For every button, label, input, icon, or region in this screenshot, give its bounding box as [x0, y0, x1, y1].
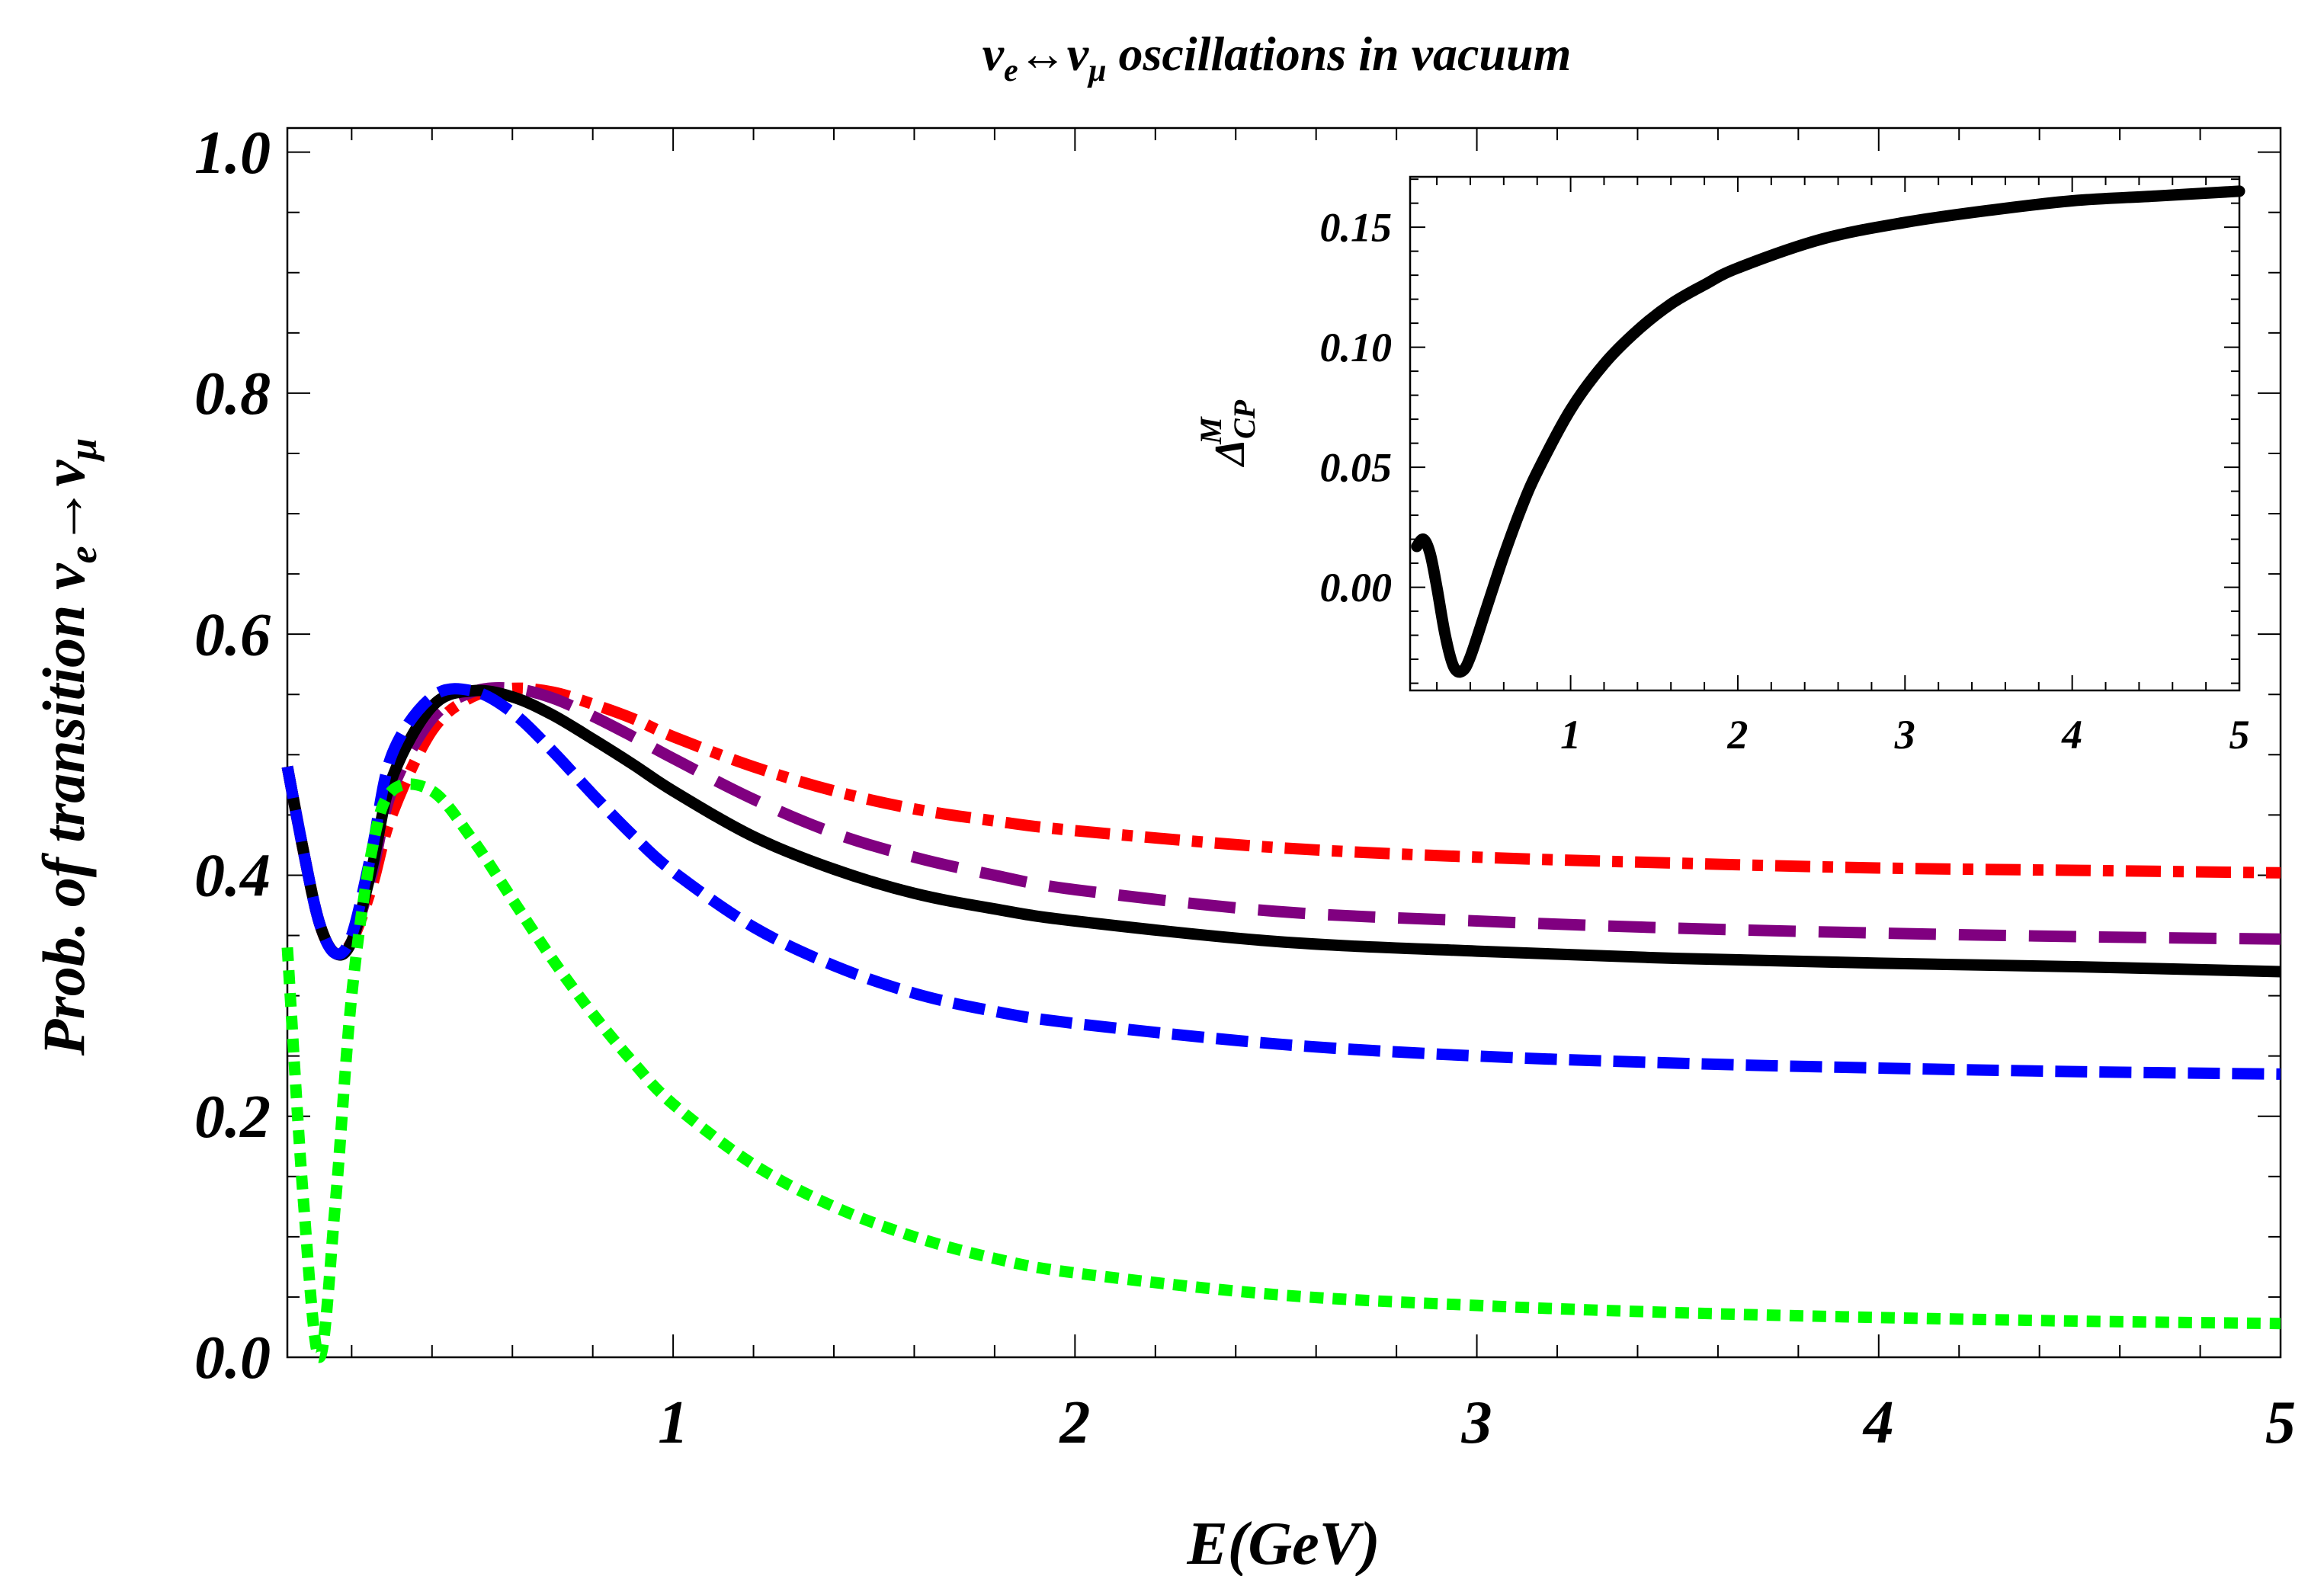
main-series: red dash-dotpurple long dashblack solidb…: [281, 682, 2281, 1363]
y-tick-label: 0.15: [1320, 205, 1393, 251]
main-tick-labels: 1 2 3 4 5 0.0 0.2 0.4 0.6 0.8 1.0: [194, 120, 2296, 1456]
inset-series: Δ_CP^M: [1411, 185, 2245, 678]
y-tick-label: 0.0: [194, 1325, 271, 1392]
y-tick-label: 0.8: [194, 360, 271, 428]
x-tick-label: 2: [1059, 1389, 1090, 1456]
x-axis-label: E(GeV): [1186, 1510, 1380, 1576]
y-tick-label: 0.00: [1320, 565, 1393, 610]
x-tick-label: 3: [1461, 1389, 1492, 1456]
y-tick-label: 0.05: [1320, 444, 1393, 490]
y-tick-label: 0.10: [1320, 325, 1393, 370]
y-tick-label: 0.6: [194, 601, 271, 668]
series-line: Δ_CP^M: [1411, 185, 2245, 678]
x-tick-label: 4: [1862, 1389, 1894, 1456]
series-line: green dotted: [281, 778, 2281, 1363]
inset-ticks: [1410, 177, 2240, 690]
inset-plot-frame: [1409, 175, 2241, 692]
main-plot-frame: [286, 127, 2282, 1359]
x-tick-label: 4: [2061, 712, 2082, 758]
y-tick-label: 0.4: [194, 843, 271, 910]
main-ticks: [287, 128, 2281, 1358]
y-tick-label: 1.0: [194, 120, 271, 187]
chart-title: νe↔νμ oscillations in vacuum: [982, 27, 1572, 88]
y-tick-label: 0.2: [194, 1084, 271, 1151]
x-tick-label: 2: [1726, 712, 1748, 758]
inset-tick-labels: 1 2 3 4 5 0.00 0.05 0.10 0.15: [1320, 205, 2250, 758]
inset-background: [1410, 177, 2239, 690]
x-tick-label: 5: [2265, 1389, 2296, 1456]
series-line: purple long dash: [281, 682, 2281, 961]
x-tick-label: 1: [658, 1389, 688, 1456]
inset-y-axis-label: ΔCPM: [1194, 399, 1261, 467]
x-tick-label: 1: [1560, 712, 1581, 758]
y-axis-label: Prob. of transition νe→νμ: [30, 438, 105, 1056]
x-tick-label: 5: [2229, 712, 2250, 758]
x-tick-label: 3: [1894, 712, 1915, 758]
series-line: blue dashed: [281, 683, 2281, 1080]
